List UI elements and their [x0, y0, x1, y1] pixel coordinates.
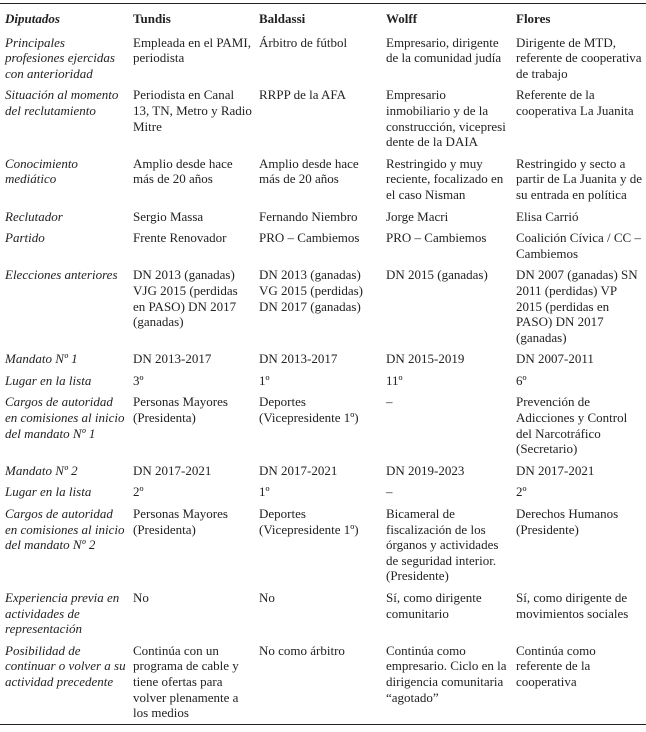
table-cell: Restringido y muy reciente, focalizado e…: [386, 155, 504, 202]
table-cell: Dirigente de MTD, referente de cooperati…: [516, 34, 642, 81]
table-cell: 6º: [516, 372, 527, 388]
table-row: Experiencia previa en actividades de rep…: [0, 587, 646, 640]
table-row: Lugar en la lista 2º 1º – 2º: [0, 481, 646, 503]
row-label: Reclutador: [5, 208, 63, 224]
table-cell: DN 2015-2019: [386, 351, 465, 367]
table-cell: Amplio desde hace más de 20 años: [133, 155, 233, 187]
table-cell: 3º: [133, 372, 144, 388]
table-cell: Prevención de Adicciones y Control del N…: [516, 394, 628, 457]
table-cell: Empresario, dirigente de la comunidad ju…: [386, 34, 502, 66]
table-cell: DN 2017-2021: [133, 462, 212, 478]
row-label: Elecciones anteriores: [5, 267, 118, 283]
table-cell: Empresario inmobiliario y de la construc…: [386, 87, 506, 150]
table-cell: No como árbitro: [259, 642, 345, 658]
row-label: Experiencia previa en actividades de rep…: [5, 590, 120, 637]
table-cell: DN 2013 (ganadas) VG 2015 (perdidas) DN …: [259, 267, 363, 314]
table-cell: DN 2013-2017: [133, 351, 212, 367]
comparison-table: Diputados Tundis Baldassi Wolff Flores Princ…: [0, 3, 646, 725]
table-row: Posibilidad de continuar o volver a su a…: [0, 640, 646, 724]
row-label: Cargos de autoridad en comisiones al ini…: [5, 394, 125, 441]
table-cell: 2º: [133, 484, 144, 500]
table-cell: Continúa con un programa de cable y tien…: [133, 642, 239, 721]
table-cell: –: [386, 394, 393, 410]
table-row: Principales profesiones ejercidas con an…: [0, 32, 646, 85]
table-cell: Personas Mayores (Presidenta): [133, 506, 228, 537]
table-cell: DN 2017-2021: [259, 462, 338, 478]
table-cell: Restringido y secto a partir de La Juani…: [516, 155, 642, 202]
table-cell: Empleada en el PAMI, periodista: [133, 34, 251, 66]
table-row: Elecciones anteriores DN 2013 (ganadas) V…: [0, 264, 646, 348]
table-cell: PRO – Cambiemos: [259, 230, 360, 246]
row-header-title: Diputados: [5, 11, 60, 26]
table-cell: No: [133, 590, 149, 605]
table-cell: 2º: [516, 484, 527, 500]
table-cell: RRPP de la AFA: [259, 87, 347, 103]
table-cell: Jorge Macri: [386, 208, 449, 224]
row-label: Lugar en la lista: [5, 372, 92, 388]
table-cell: Derechos Humanos (Presidente): [516, 506, 619, 537]
row-label: Lugar en la lista: [5, 484, 92, 500]
row-label: Partido: [5, 230, 45, 246]
table-cell: DN 2013 (ganadas) VJG 2015 (perdidas en …: [133, 267, 238, 330]
table-cell: Elisa Carrió: [516, 208, 579, 224]
table-row: Lugar en la lista 3º 1º 11º 6º: [0, 370, 646, 392]
table-row: Mandato Nº 1 DN 2013-2017 DN 2013-2017 DN 2…: [0, 348, 646, 370]
table-cell: Continúa como referente de la cooperativ…: [516, 642, 596, 689]
table-cell: Sí, como dirigente comunitario: [386, 590, 482, 621]
table-cell: PRO – Cambiemos: [386, 230, 487, 246]
row-label: Mandato Nº 2: [5, 462, 78, 478]
table-cell: Deportes (Vicepresidente 1º): [259, 394, 359, 426]
table-cell: Árbitro de fútbol: [259, 34, 348, 50]
table-cell: Deportes (Vicepresidente 1º): [259, 506, 359, 537]
table-row: Situación al momento del reclutamiento Pe…: [0, 84, 646, 152]
column-header: Tundis: [133, 11, 171, 26]
table-row: Reclutador Sergio Massa Fernando Niembro Jo…: [0, 206, 646, 228]
table-row: Cargos de autoridad en comisiones al ini…: [0, 391, 646, 459]
row-label: Principales profesiones ejercidas con an…: [5, 34, 115, 81]
table-cell: DN 2013-2017: [259, 351, 338, 367]
table-cell: Sergio Massa: [133, 208, 204, 224]
table-cell: 1º: [259, 372, 270, 388]
table-row: Conocimiento mediático Amplio desde hace …: [0, 153, 646, 206]
column-header: Flores: [516, 11, 551, 26]
table-cell: No: [259, 590, 275, 605]
table-cell: Amplio desde hace más de 20 años: [259, 155, 359, 187]
table-row: Cargos de autoridad en comisiones al ini…: [0, 503, 646, 587]
table-cell: Personas Mayores (Presidenta): [133, 394, 228, 426]
table-cell: Continúa como empresario. Ciclo en la di…: [386, 642, 507, 705]
table-cell: DN 2017-2021: [516, 462, 595, 478]
table-row: Mandato Nº 2 DN 2017-2021 DN 2017-2021 DN 2…: [0, 460, 646, 482]
table-cell: Referente de la cooperativa La Juanita: [516, 87, 634, 118]
table-cell: Frente Renovador: [133, 230, 227, 246]
table-cell: Coalición Cívica / CC – Cambiemos: [516, 230, 641, 261]
row-label: Mandato Nº 1: [5, 351, 78, 367]
table-cell: DN 2019-2023: [386, 462, 465, 478]
row-label: Cargos de autoridad en comisiones al ini…: [5, 506, 125, 553]
column-header: Baldassi: [259, 11, 306, 26]
table-cell: Periodista en Canal 13, TN, Metro y Radi…: [133, 87, 252, 134]
table-cell: Sí, como dirigente de movimientos social…: [516, 590, 629, 621]
row-label: Posibilidad de continuar o volver a su a…: [5, 642, 126, 689]
table-cell: 1º: [259, 484, 270, 500]
table-cell: DN 2007 (ganadas) SN 2011 (perdidas) VP …: [516, 267, 638, 345]
row-label: Conocimiento mediático: [5, 155, 78, 187]
table-cell: DN 2015 (ganadas): [386, 267, 488, 283]
table-cell: Fernando Niembro: [259, 208, 358, 224]
table-cell: 11º: [386, 372, 403, 388]
row-label: Situación al momento del reclutamiento: [5, 87, 119, 118]
column-header: Wolff: [386, 11, 418, 26]
table-row: Partido Frente Renovador PRO – Cambiemos PR…: [0, 227, 646, 264]
table-cell: Bicameral de fiscalización de los órgano…: [386, 506, 499, 584]
table-cell: DN 2007-2011: [516, 351, 594, 367]
table-cell: –: [386, 484, 393, 500]
header-row: Diputados Tundis Baldassi Wolff Flores: [0, 4, 646, 32]
